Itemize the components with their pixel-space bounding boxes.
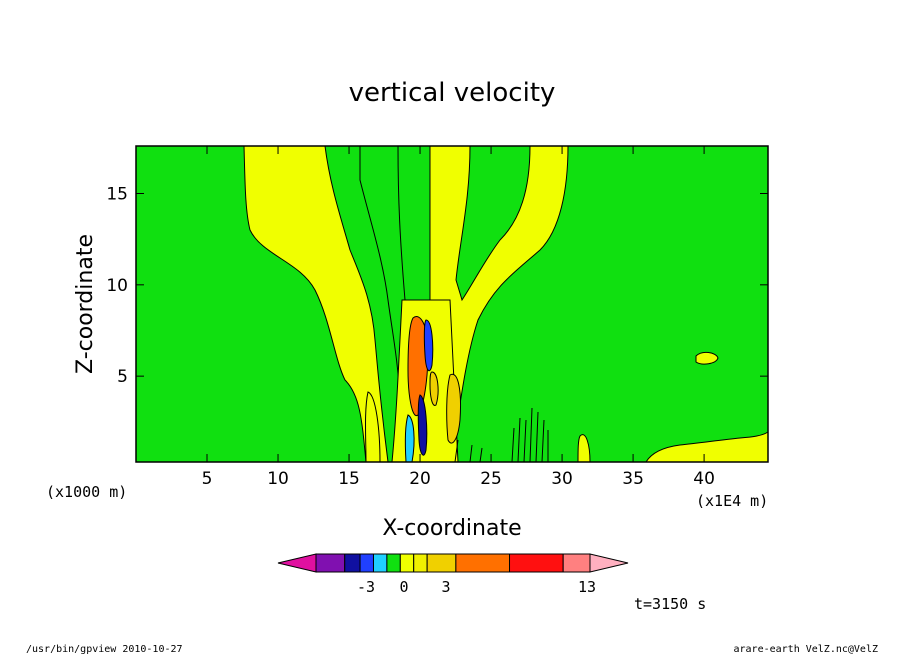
x-tick-label: 10	[267, 469, 289, 489]
contour-surface-fringe	[454, 407, 549, 463]
colorbar-segment	[562, 553, 591, 573]
x-axis-label: X-coordinate	[382, 516, 521, 541]
y-axis-label: Z-coordinate	[73, 234, 98, 374]
x-axis-unit: (x1E4 m)	[696, 492, 768, 510]
time-label: t=3150 s	[634, 595, 706, 613]
contour-downdraft-dark	[417, 394, 428, 456]
footer-left: /usr/bin/gpview 2010-10-27	[26, 644, 183, 654]
colorbar-segment	[372, 553, 388, 573]
colorbar-high-triangle	[589, 553, 629, 573]
colorbar-segment	[509, 553, 564, 573]
x-tick-label: 5	[202, 469, 213, 489]
contour-small-orange-cell	[429, 371, 439, 406]
colorbar-segment	[386, 553, 401, 573]
y-tick-label: 10	[106, 276, 128, 296]
x-tick-label: 40	[693, 469, 715, 489]
colorbar-tick-label: 3	[441, 578, 450, 596]
colorbar-segment	[455, 553, 511, 573]
x-tick-label: 30	[551, 469, 573, 489]
x-tick-label: 15	[338, 469, 360, 489]
colorbar-segment	[399, 553, 415, 573]
x-tick-label: 25	[480, 469, 502, 489]
colorbar-segment	[344, 553, 361, 573]
colorbar-low-triangle	[277, 553, 317, 573]
plot-frame	[135, 145, 769, 463]
x-tick-label: 35	[622, 469, 644, 489]
colorbar-tick-label: -3	[357, 578, 375, 596]
contour-downdraft-blue	[423, 319, 434, 372]
colorbar-segment	[413, 553, 428, 573]
colorbar-segment	[359, 553, 374, 573]
x-tick-label: 20	[409, 469, 431, 489]
y-axis-unit: (x1000 m)	[46, 483, 127, 501]
colorbar	[277, 553, 629, 573]
contour-isolated-cell	[695, 351, 719, 365]
colorbar-tick-label: 0	[399, 578, 408, 596]
y-tick-label: 15	[106, 184, 128, 204]
colorbar-segment	[315, 553, 346, 573]
colorbar-tick-labels: -3 0 3 13	[357, 578, 596, 596]
y-tick-label: 5	[117, 367, 128, 387]
contour-positive-left-plume	[243, 145, 389, 463]
contour-upper-right-green	[455, 145, 531, 302]
x-axis: 5 10 15 20 25 30 35 40	[202, 146, 715, 489]
contour-right-small-cell	[446, 373, 461, 444]
footer-right: arare-earth_VelZ.nc@VelZ	[734, 644, 879, 654]
colorbar-segment	[426, 553, 457, 573]
colorbar-tick-label: 13	[578, 578, 596, 596]
y-axis: 5 10 15	[106, 184, 768, 387]
contour-far-right-strip	[645, 431, 769, 463]
chart-title: vertical velocity	[349, 78, 556, 108]
plot-area	[135, 145, 769, 463]
